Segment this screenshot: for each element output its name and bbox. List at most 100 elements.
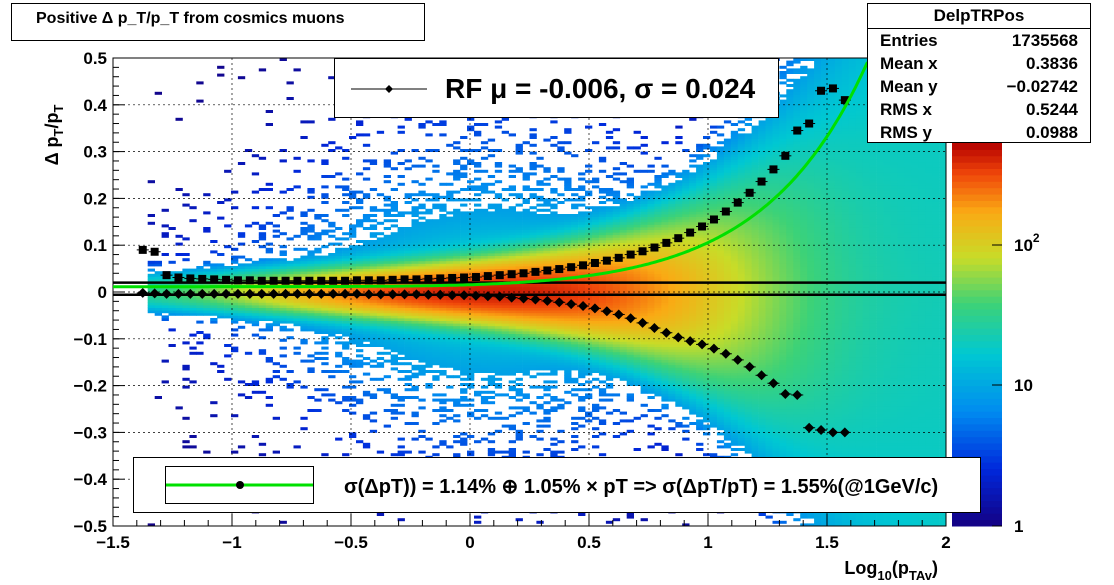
heatmap-cell [314,312,322,316]
heatmap-cell [605,312,614,316]
heatmap-cell [598,357,607,360]
heatmap-cell [501,214,509,217]
heatmap-cell [175,286,183,290]
heatmap-cell [515,143,523,147]
heatmap-cell [439,307,447,311]
heatmap-cell [654,234,662,238]
heatmap-cell [557,357,565,360]
heatmap-cell [550,325,558,329]
heatmap-cell [557,406,565,410]
heatmap-cell [626,305,634,308]
heatmap-cell [161,232,169,236]
heatmap-cell [640,219,648,223]
heatmap-cell [536,292,544,295]
heatmap-cell [182,385,190,389]
heatmap-cell [515,323,523,327]
heatmap-cell [474,393,482,397]
heatmap-cell [453,234,461,238]
heatmap-cell [501,279,509,282]
heatmap-cell [543,219,551,223]
heatmap-cell [689,422,697,425]
heatmap-cell [265,276,273,280]
heatmap-cell [453,263,461,267]
heatmap-cell [480,377,489,381]
heatmap-cell [362,318,371,321]
heatmap-cell [376,258,385,262]
heatmap-cell [536,245,544,249]
heatmap-cell [446,216,454,220]
heatmap-cell [543,286,551,290]
heatmap-cell [515,221,523,225]
heatmap-cell [272,297,280,301]
heatmap-cell [342,201,350,204]
heatmap-cell [647,193,655,197]
heatmap-cell [515,393,523,397]
heatmap-cell [244,312,253,316]
heatmap-cell [619,419,627,423]
heatmap-cell [515,276,523,280]
heatmap-cell [585,359,593,363]
heatmap-cell [474,367,482,371]
heatmap-cell [585,229,593,233]
heatmap-cell [369,429,378,433]
heatmap-cell [668,190,676,194]
heatmap-cell [564,219,572,223]
heatmap-cell [543,344,551,347]
heatmap-cell [640,151,648,155]
heatmap-cell [536,242,544,246]
heatmap-cell [356,333,364,337]
heatmap-cell [508,133,516,137]
heatmap-cell [425,229,433,233]
heatmap-cell [272,268,280,272]
heatmap-cell [446,240,454,243]
heatmap-cell [661,325,669,329]
heatmap-cell [654,333,662,337]
heatmap-cell [661,292,669,295]
heatmap-cell [626,208,634,212]
heatmap-cell [501,320,509,324]
heatmap-cell [460,362,468,366]
heatmap-cell [383,227,391,230]
heatmap-cell [453,286,461,290]
heatmap-cell [300,286,308,290]
heatmap-cell [362,336,371,340]
heatmap-cell [633,198,641,202]
heatmap-cell [494,180,503,184]
heatmap-cell [578,198,586,202]
heatmap-cell [605,229,614,233]
heatmap-cell [598,367,607,371]
heatmap-cell [314,388,322,392]
heatmap-cell [585,380,593,384]
heatmap-cell [390,253,398,256]
heatmap-cell [543,245,551,249]
heatmap-cell [612,263,621,267]
heatmap-cell [529,302,537,306]
heatmap-cell [647,237,655,241]
heatmap-cell [689,383,697,386]
heatmap-cell [231,286,239,290]
heatmap-cell [272,416,280,420]
heatmap-cell [474,130,482,134]
heatmap-cell [571,312,579,316]
heatmap-cell [258,328,267,332]
heatmap-cell [557,286,565,290]
heatmap-cell [390,416,398,420]
heatmap-cell [487,346,496,350]
heatmap-cell [598,195,607,199]
heatmap-cell [439,224,447,228]
heatmap-cell [501,315,509,319]
heatmap-cell [182,273,190,277]
heatmap-cell [397,268,405,272]
heatmap-cell [376,130,385,134]
heatmap-cell [571,188,579,191]
heatmap-cell [272,263,280,267]
heatmap-cell [550,437,558,441]
heatmap-cell [592,435,600,438]
heatmap-cell [210,401,218,405]
heatmap-cell [515,354,523,358]
heatmap-cell [231,302,239,306]
heatmap-cell [605,268,614,272]
heatmap-cell [654,416,662,420]
heatmap-cell [612,286,621,290]
heatmap-cell [626,146,634,150]
